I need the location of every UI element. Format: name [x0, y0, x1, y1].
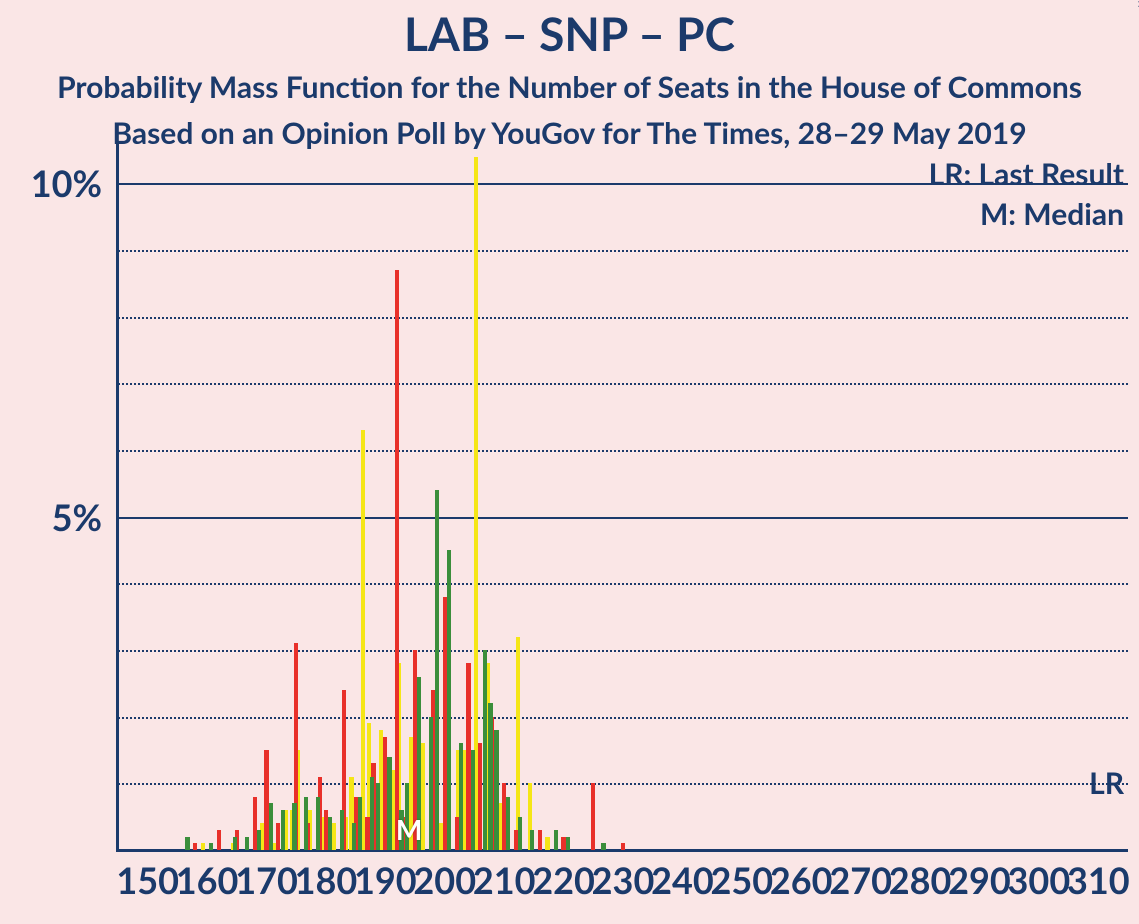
bar-green — [435, 490, 439, 850]
grid-minor — [118, 583, 1128, 585]
bar-green — [292, 803, 296, 850]
bar-green — [316, 797, 320, 850]
x-tick-label: 190 — [354, 858, 417, 902]
bar-green — [494, 730, 498, 850]
x-tick-label: 300 — [1008, 858, 1071, 902]
legend-lr: LR: Last Result — [929, 156, 1124, 192]
x-tick-label: 260 — [770, 858, 833, 902]
legend-m: M: Median — [980, 196, 1124, 232]
lr-marker: LR — [1089, 765, 1124, 801]
bar-green — [185, 837, 189, 850]
bar-green — [328, 817, 332, 850]
bar-green — [370, 777, 374, 850]
x-tick-label: 160 — [176, 858, 239, 902]
bar-green — [554, 830, 558, 850]
title-sub1: Probability Mass Function for the Number… — [0, 69, 1139, 105]
bar-red — [193, 843, 197, 850]
bar-green — [471, 750, 475, 850]
bar-yellow — [201, 843, 205, 850]
grid-minor — [118, 783, 1128, 785]
bar-red — [538, 830, 542, 850]
bar-yellow — [361, 430, 365, 850]
chart-title: LAB – SNP – PC Probability Mass Function… — [0, 0, 1139, 151]
x-tick-label: 240 — [651, 858, 714, 902]
y-axis — [116, 144, 119, 850]
x-tick-label: 270 — [829, 858, 892, 902]
x-tick-label: 290 — [948, 858, 1011, 902]
bar-green — [506, 797, 510, 850]
grid-minor — [118, 717, 1128, 719]
grid-minor — [118, 250, 1128, 252]
bar-green — [257, 830, 261, 850]
x-tick-label: 170 — [235, 858, 298, 902]
bar-green — [483, 650, 487, 850]
grid-minor — [118, 650, 1128, 652]
x-tick-label: 200 — [413, 858, 476, 902]
bar-yellow — [545, 837, 549, 850]
bar-red — [395, 270, 399, 850]
bar-green — [518, 817, 522, 850]
bar-green — [352, 823, 356, 850]
bar-red — [217, 830, 221, 850]
x-tick-label: 280 — [889, 858, 952, 902]
median-marker: M — [396, 812, 422, 846]
plot-area: 5%10%15016017018019020021022023024025026… — [118, 150, 1128, 850]
bar-green — [429, 717, 433, 850]
grid-minor — [118, 383, 1128, 385]
bar-green — [304, 797, 308, 850]
bar-green — [358, 797, 362, 850]
x-tick-label: 180 — [295, 858, 358, 902]
bar-red — [591, 783, 595, 850]
bar-green — [209, 843, 213, 850]
bar-green — [376, 783, 380, 850]
x-tick-label: 210 — [473, 858, 536, 902]
bar-green — [387, 757, 391, 850]
x-tick-label: 310 — [1067, 858, 1130, 902]
bar-green — [447, 550, 451, 850]
bar-green — [488, 703, 492, 850]
x-tick-label: 230 — [592, 858, 655, 902]
title-sub2: Based on an Opinion Poll by YouGov for T… — [0, 115, 1139, 151]
bar-green — [233, 837, 237, 850]
bar-green — [340, 810, 344, 850]
title-main: LAB – SNP – PC — [0, 6, 1139, 61]
grid-minor — [118, 450, 1128, 452]
bar-green — [566, 837, 570, 850]
x-tick-label: 220 — [532, 858, 595, 902]
x-tick-label: 150 — [116, 858, 179, 902]
bar-green — [269, 803, 273, 850]
bar-green — [530, 830, 534, 850]
bar-green — [601, 843, 605, 850]
copyright-text: © 2019 Filip van Laenen — [1135, 0, 1139, 8]
x-tick-label: 250 — [710, 858, 773, 902]
bar-green — [245, 837, 249, 850]
bar-green — [459, 743, 463, 850]
bar-red — [621, 843, 625, 850]
grid-minor — [118, 317, 1128, 319]
y-tick-label: 5% — [52, 495, 102, 539]
grid-major — [118, 517, 1128, 519]
bar-green — [281, 810, 285, 850]
y-tick-label: 10% — [31, 161, 102, 205]
